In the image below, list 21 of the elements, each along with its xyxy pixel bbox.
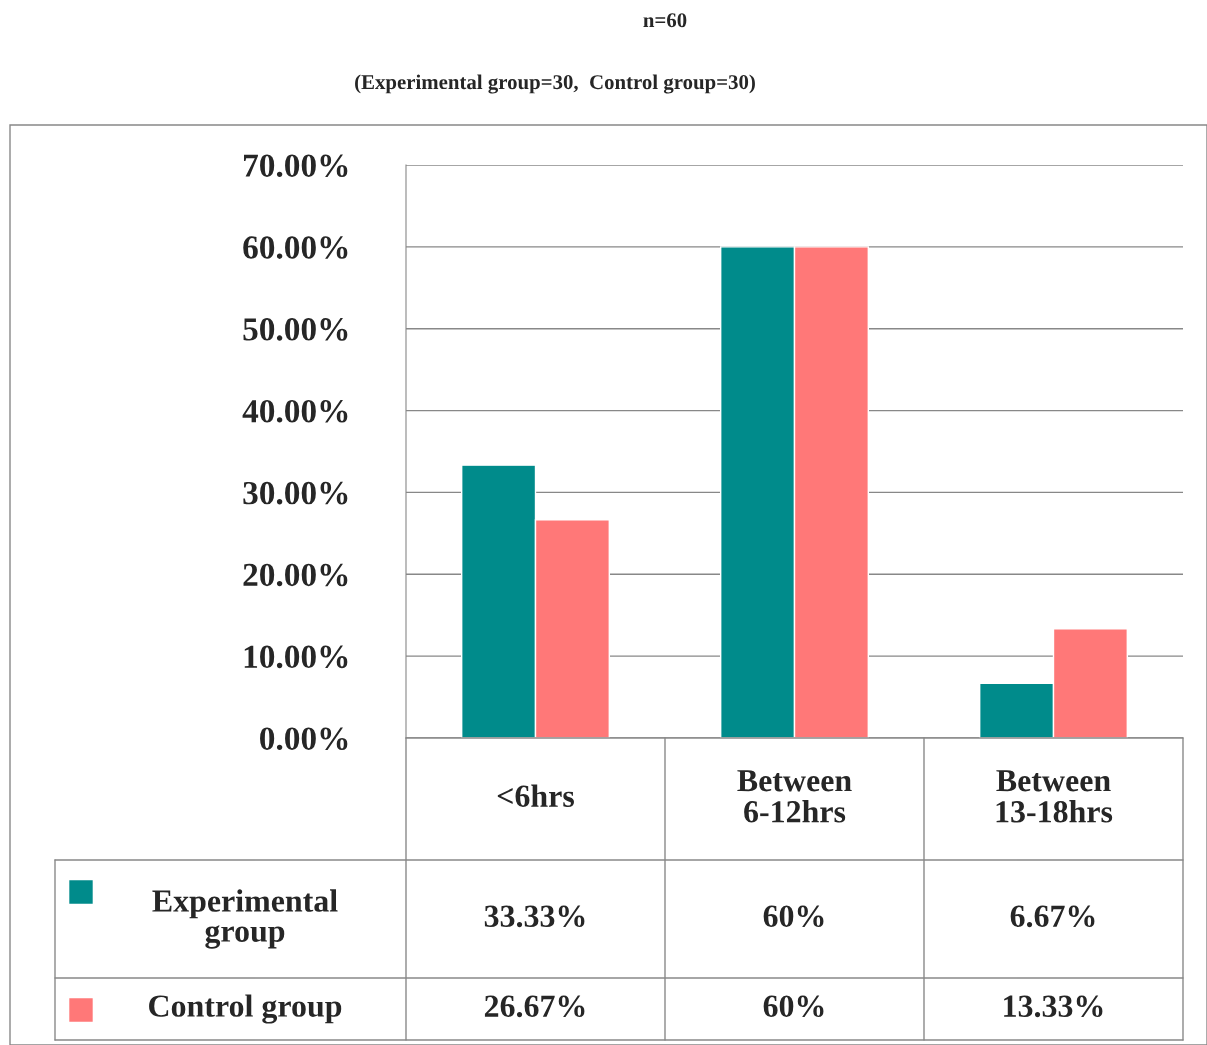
x-tick-label: Between 13-18hrs xyxy=(996,770,1113,823)
y-tick-label: 20.00% xyxy=(243,563,348,587)
data-label: 33.33% xyxy=(484,905,585,928)
y-tick-label: 40.00% xyxy=(242,399,348,423)
legend-label: Control group xyxy=(149,994,342,1024)
data-label: 13.33% xyxy=(1004,995,1103,1018)
x-tick-label: Between 6-12hrs xyxy=(737,770,852,823)
chart-title: n=60 xyxy=(643,13,687,28)
data-label: 6.67% xyxy=(1010,905,1095,928)
x-tick-label: <6hrs xyxy=(497,784,574,807)
y-tick-label: 30.00% xyxy=(243,481,348,505)
data-label: 60% xyxy=(763,995,824,1018)
y-tick-label: 0.00% xyxy=(260,727,348,751)
y-tick-label: 60.00% xyxy=(243,236,348,259)
data-label: 26.67% xyxy=(484,995,585,1018)
y-tick-label: 70.00% xyxy=(244,154,348,178)
y-tick-label: 50.00% xyxy=(243,318,348,341)
data-label: 60% xyxy=(763,905,824,928)
y-tick-label: 10.00% xyxy=(244,645,348,669)
legend-label: Experimental group xyxy=(152,889,338,949)
chart-subtitle: (Experimental group=30, Control group=30) xyxy=(355,74,755,94)
